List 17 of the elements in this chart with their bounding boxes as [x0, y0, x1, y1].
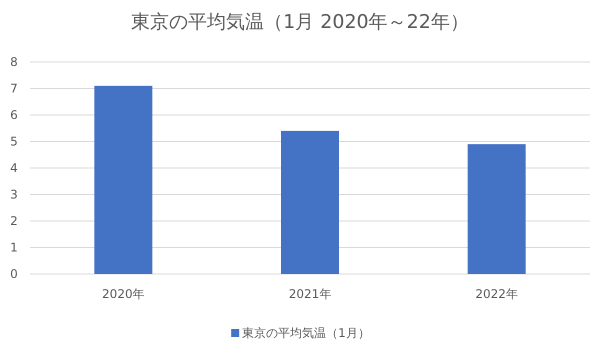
y-tick-label: 4: [10, 161, 18, 175]
y-tick-label: 2: [10, 214, 18, 228]
chart-title: 東京の平均気温（1月 2020年～22年）: [131, 11, 469, 33]
x-tick-label: 2020年: [102, 287, 145, 301]
bar: [94, 86, 152, 274]
y-tick-label: 5: [10, 134, 18, 148]
bar: [281, 130, 339, 274]
y-tick-label: 3: [10, 188, 18, 202]
y-tick-label: 1: [10, 240, 18, 254]
bar: [468, 144, 526, 274]
y-tick-label: 8: [10, 55, 18, 69]
y-tick-label: 6: [10, 108, 18, 122]
y-tick-label: 7: [10, 82, 18, 96]
y-tick-label: 0: [10, 267, 18, 281]
x-tick-label: 2021年: [288, 287, 332, 301]
x-tick-label: 2022年: [475, 287, 518, 301]
legend-label: 東京の平均気温（1月）: [242, 326, 370, 340]
